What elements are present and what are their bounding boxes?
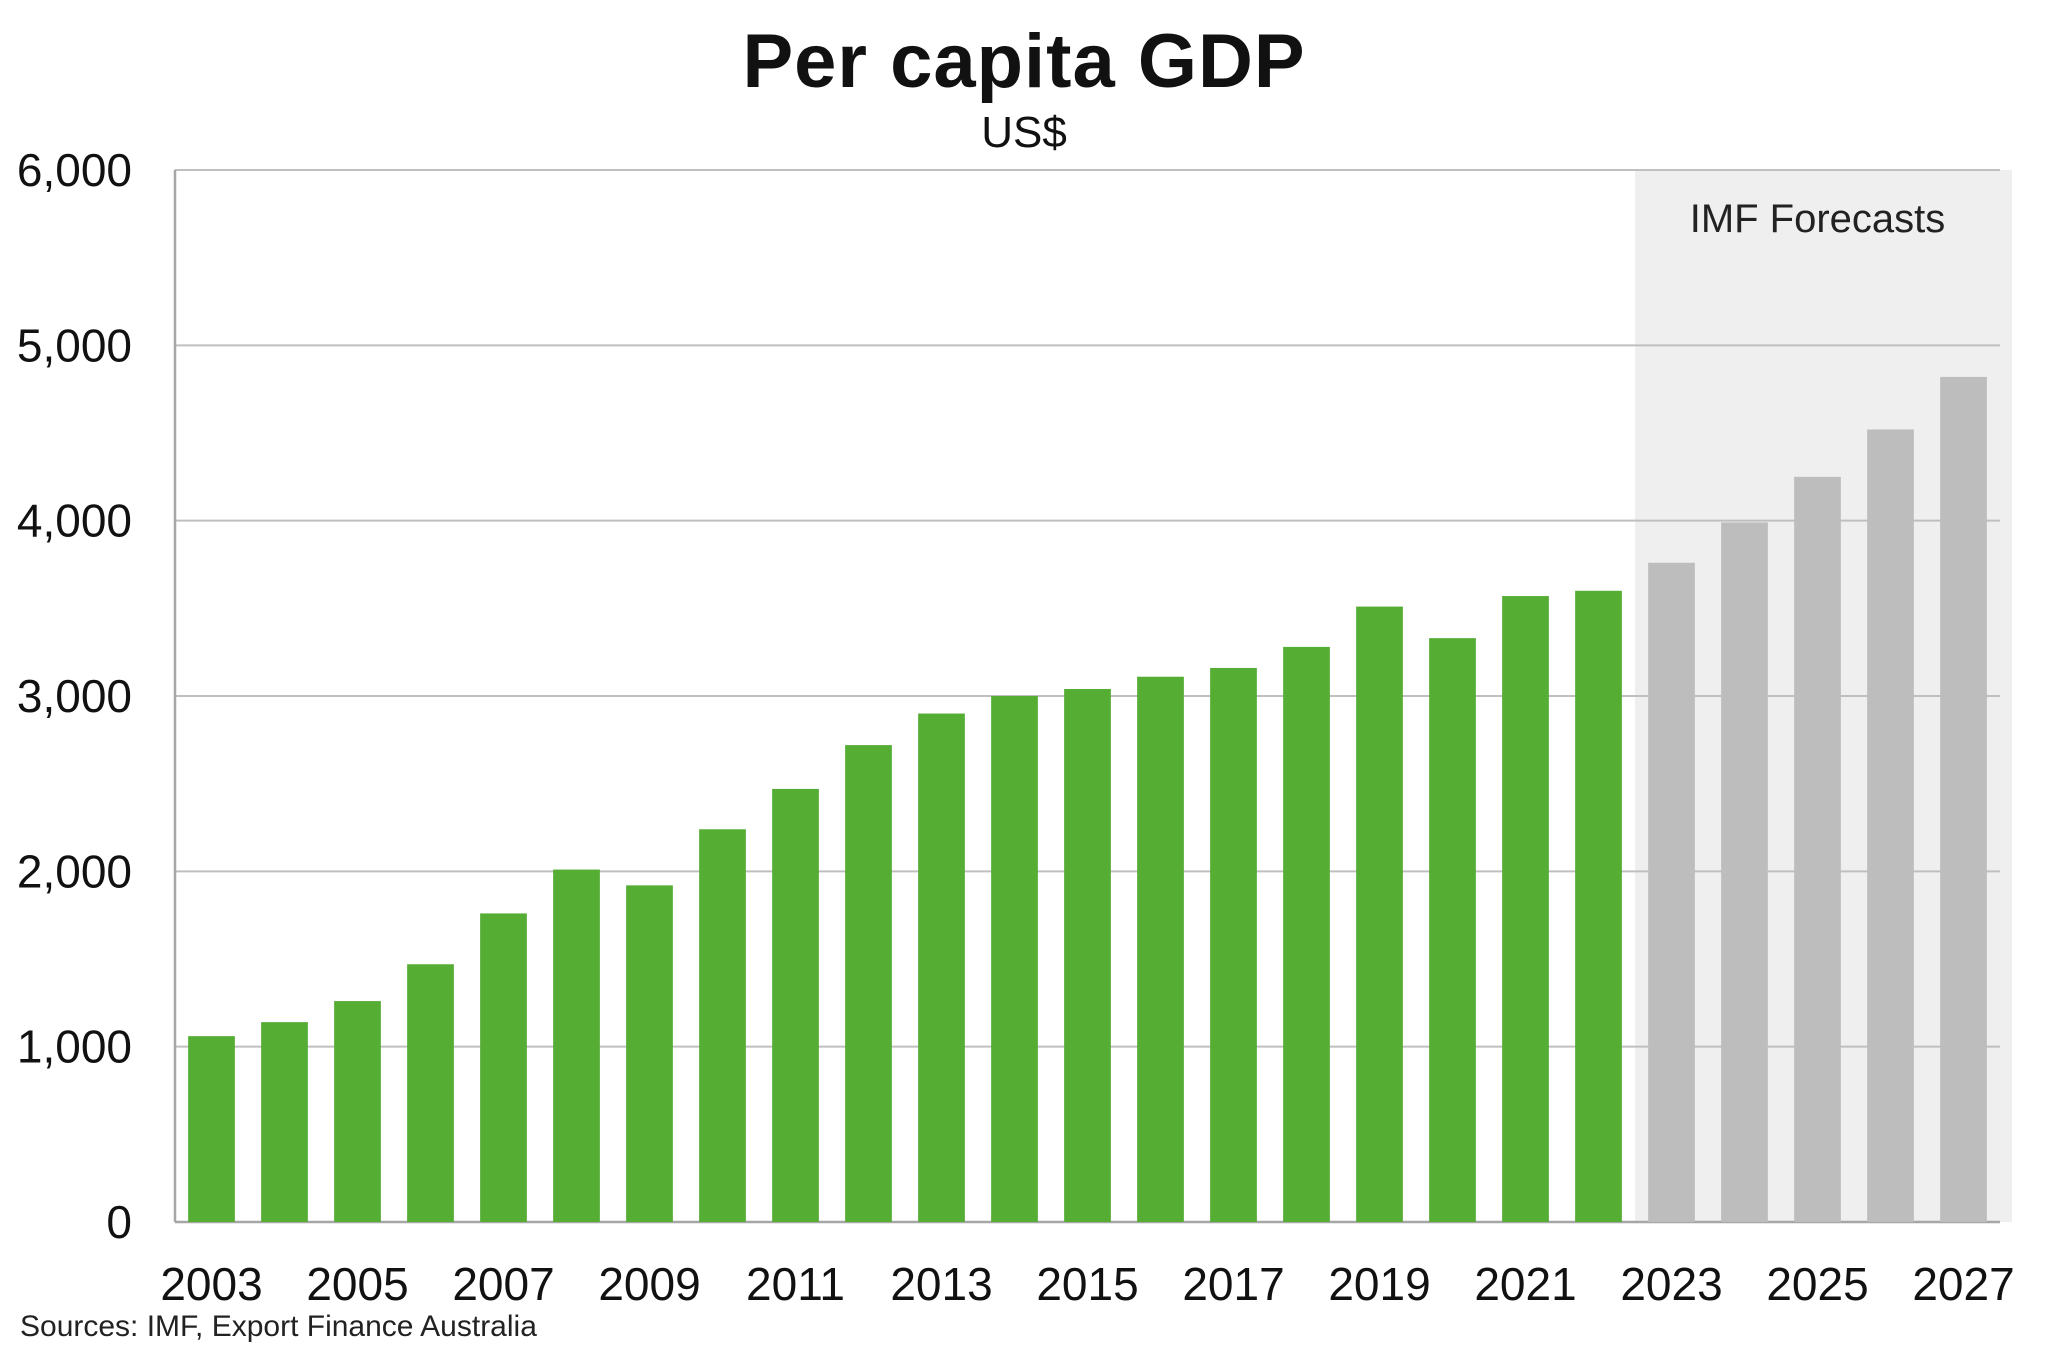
bar-actual [407,964,454,1222]
bar-forecast [1721,522,1768,1222]
bar-actual [1356,606,1403,1222]
bar-forecast [1940,376,1987,1223]
bar-actual [1137,676,1184,1222]
chart-title: Per capita GDP [742,19,1306,104]
bar-actual [1429,638,1476,1222]
x-tick-label: 2023 [1620,1258,1722,1310]
source-note: Sources: IMF, Export Finance Australia [20,1310,537,1343]
x-tick-label: 2015 [1036,1258,1138,1310]
bar-actual [845,745,892,1222]
bar-actual [1064,688,1111,1222]
bar-actual [699,829,746,1222]
bar-actual [1502,596,1549,1222]
bar-actual [334,1001,381,1222]
x-tick-label: 2025 [1766,1258,1868,1310]
x-tick-label: 2011 [746,1258,845,1310]
bar-actual [261,1022,308,1222]
x-tick-label: 2005 [306,1258,408,1310]
y-tick-label: 1,000 [17,1021,132,1073]
bar-actual [1210,667,1257,1222]
bar-actual [553,869,600,1222]
forecast-annotation: IMF Forecasts [1690,197,1946,241]
bar-actual [991,696,1038,1222]
x-tick-label: 2013 [890,1258,992,1310]
y-tick-label: 0 [106,1196,132,1248]
bar-actual [772,788,819,1222]
y-tick-label: 5,000 [17,319,132,371]
bar-forecast [1794,476,1841,1222]
x-tick-label: 2003 [160,1258,262,1310]
x-tick-label: 2007 [452,1258,554,1310]
y-tick-label: 3,000 [17,670,132,722]
y-tick-label: 4,000 [17,495,132,547]
bar-actual [626,885,673,1222]
x-tick-label: 2027 [1912,1258,2014,1310]
x-tick-label: 2019 [1328,1258,1430,1310]
x-tick-label: 2017 [1182,1258,1284,1310]
bar-actual [480,913,527,1222]
chart-subtitle: US$ [981,108,1067,157]
y-tick-label: 6,000 [17,144,132,196]
bar-actual [1575,590,1622,1222]
bar-forecast [1867,429,1914,1222]
x-tick-label: 2009 [598,1258,700,1310]
bar-actual [918,713,965,1222]
bar-actual [188,1036,235,1222]
bar-actual [1283,646,1330,1222]
y-tick-label: 2,000 [17,845,132,897]
bar-forecast [1648,562,1695,1222]
x-tick-label: 2021 [1474,1258,1576,1310]
